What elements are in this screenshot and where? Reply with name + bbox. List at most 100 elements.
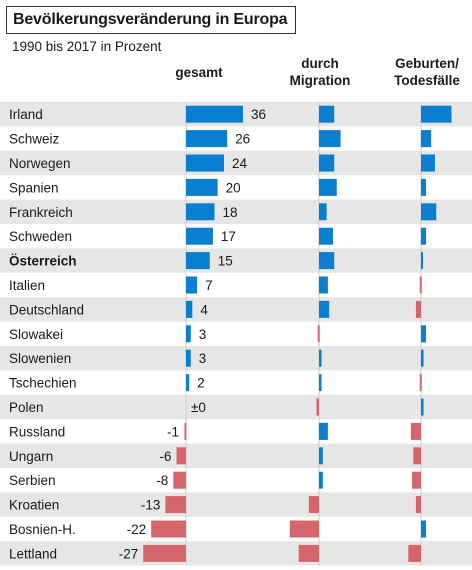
bar [186,300,193,318]
category-label: Tschechien [9,376,77,391]
bar [319,374,322,392]
value-label: 26 [235,132,250,147]
bar [319,422,328,440]
row-band [0,297,472,322]
value-label: -27 [119,546,139,561]
value-label: 24 [232,156,248,171]
value-label: 36 [251,107,266,122]
bar [319,130,341,148]
row-band [0,443,472,468]
category-label: Slowakei [9,327,63,342]
bar [186,325,191,343]
bar [415,496,421,514]
value-label: -22 [127,522,147,537]
bar [186,349,191,367]
bar [186,130,228,148]
category-label: Deutschland [9,302,84,317]
row-band [0,541,472,566]
bar [184,422,187,440]
title-box: Bevölkerungsveränderung in Europa [6,6,297,34]
row-band [0,248,472,273]
value-label: 3 [199,351,207,366]
category-label: Schweden [9,229,72,244]
bar [289,520,319,538]
bar [412,471,421,489]
value-label: 20 [226,180,241,195]
bar [186,154,224,172]
bar [186,374,190,392]
category-label: Slowenien [9,351,71,366]
bar [319,154,335,172]
bar [298,544,319,562]
header-natural: Geburten/ Todesfälle [394,56,460,88]
bar [186,252,210,270]
row-band [0,346,472,371]
value-label: ±0 [191,400,206,415]
bar [319,178,337,196]
bar [316,398,319,416]
category-label: Lettland [9,546,57,561]
bar [186,105,243,123]
bar [421,325,427,343]
bar [319,349,322,367]
bar [186,203,215,221]
value-label: 4 [200,302,208,317]
bar [421,252,423,270]
category-label: Serbien [9,473,56,488]
chart-subtitle: 1990 bis 2017 in Prozent [12,39,162,54]
bar [421,227,427,245]
row-band [0,492,472,517]
row-band [0,394,472,420]
bar [421,105,452,123]
row-band [0,150,472,176]
value-label: 2 [197,376,205,391]
bar [143,544,186,562]
bar [319,471,323,489]
category-label: Schweiz [9,132,60,147]
value-label: -6 [159,449,171,464]
category-label: Spanien [9,180,59,195]
bar [319,227,333,245]
value-label: 18 [223,205,238,220]
bar [186,178,218,196]
bar [186,276,198,294]
bar [308,496,319,514]
bar [317,325,320,343]
bar [419,374,422,392]
category-label: Norwegen [9,156,71,171]
category-label: Österreich [9,254,77,269]
bar [319,276,328,294]
bar [413,447,421,465]
bar [421,349,424,367]
bar [319,300,330,318]
bar [415,300,421,318]
category-label: Italien [9,278,45,293]
category-label: Russland [9,424,65,439]
bar [421,130,432,148]
bar [173,471,186,489]
category-label: Polen [9,400,44,415]
bar [319,447,323,465]
bar [319,252,335,270]
chart-title: Bevölkerungsveränderung in Europa [13,11,288,28]
bar [319,105,335,123]
value-label: 7 [205,278,213,293]
header-total: gesamt [175,65,223,80]
bar [421,520,427,538]
bar [421,203,437,221]
category-label: Frankreich [9,205,73,220]
value-label: 17 [221,229,236,244]
bar [421,178,427,196]
bar [165,496,186,514]
bar [421,154,435,172]
category-label: Kroatien [9,498,59,513]
bar [176,447,186,465]
bar [421,398,424,416]
bar [319,203,327,221]
value-label: -13 [141,498,161,513]
header-migration: durch Migration [289,56,351,88]
category-label: Ungarn [9,449,53,464]
bar [410,422,421,440]
bar [151,520,186,538]
